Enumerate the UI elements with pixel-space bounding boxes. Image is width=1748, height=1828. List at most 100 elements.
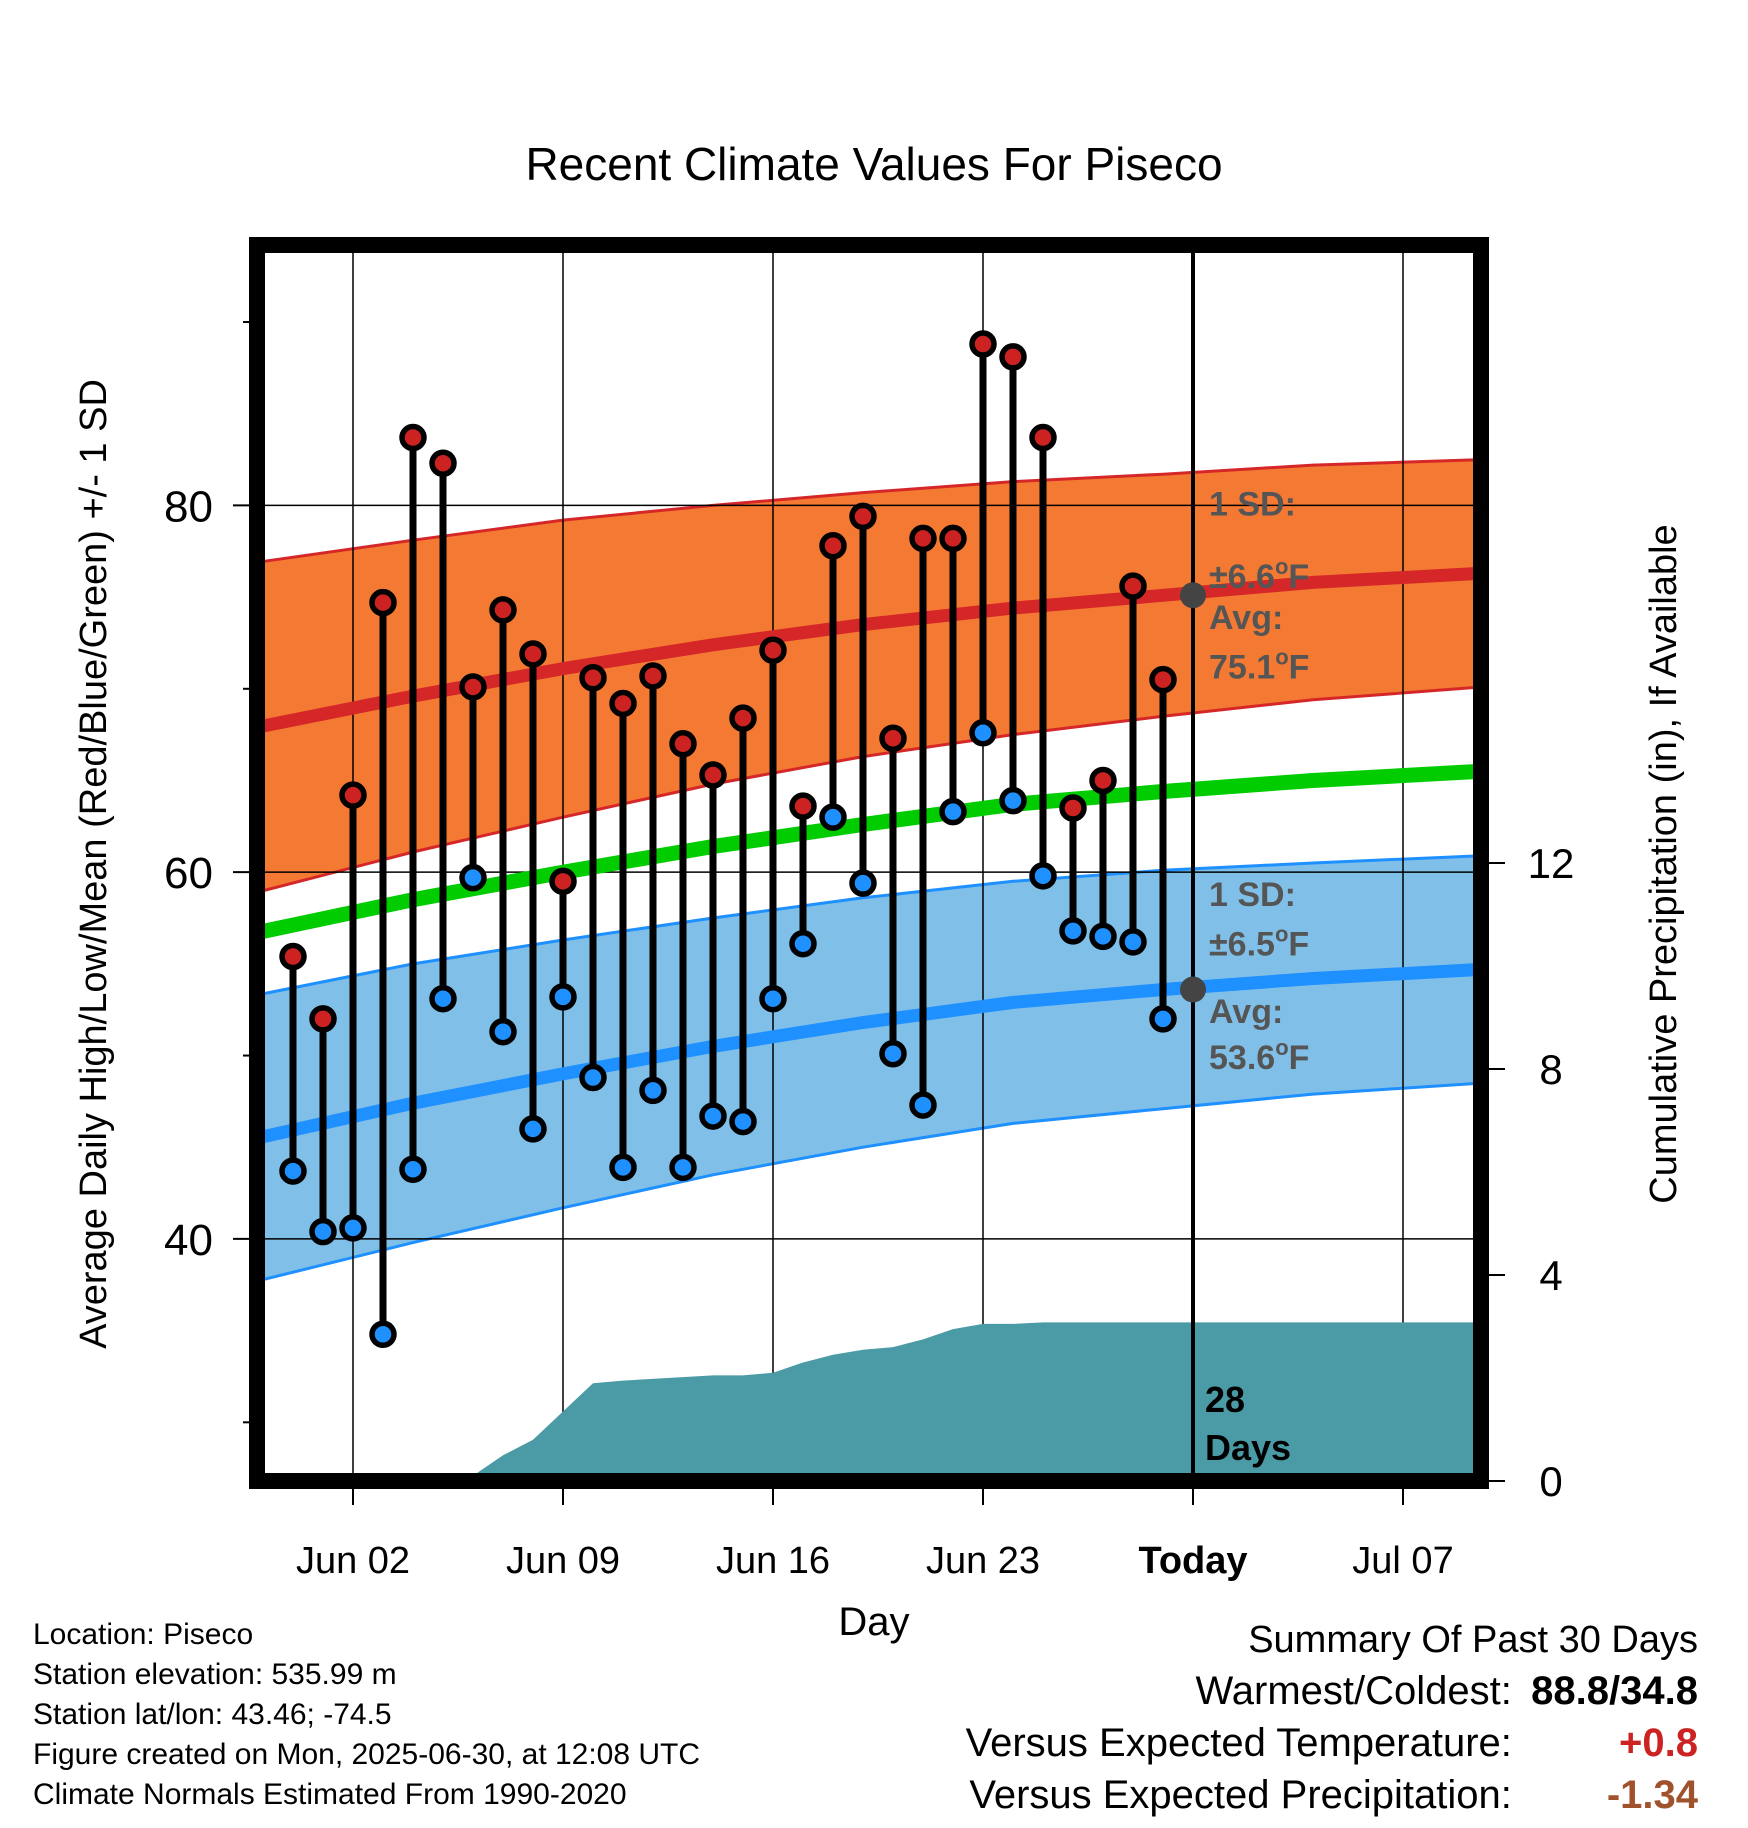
low-sd-label: 1 SD: — [1209, 876, 1296, 914]
low-temp-point — [519, 1115, 547, 1143]
y-left-tick-label: 40 — [164, 1216, 213, 1265]
high-temp-point — [1029, 423, 1057, 452]
y-left-tick-label: 60 — [164, 849, 213, 898]
low-temp-point — [369, 1320, 397, 1349]
x-tick-label: Jun 16 — [716, 1540, 830, 1582]
high-sd-upper-edge — [256, 458, 1482, 564]
summary-warmest-row: Warmest/Coldest: 88.8/34.8 — [966, 1665, 1699, 1717]
high-temp-point — [789, 792, 817, 820]
axes: 40 60 80 0 4 8 12 Jun 02 Jun 09 Jun 16 Jun 23 Today… — [164, 321, 1575, 1582]
low-temp-point — [1029, 862, 1057, 890]
y-right-tick-label: 0 — [1539, 1458, 1562, 1505]
low-temp-point — [549, 983, 577, 1011]
y-left-tick-label: 80 — [164, 482, 213, 531]
low-sd-lower-edge — [256, 1081, 1482, 1283]
low-temp-point — [1119, 928, 1147, 956]
high-temp-point — [729, 704, 757, 732]
station-info: Location: Piseco Station elevation: 535.… — [33, 1615, 700, 1815]
high-temp-point — [489, 596, 517, 624]
high-temp-point — [339, 781, 367, 809]
x-tick-label: Jun 23 — [926, 1540, 1040, 1582]
low-temp-point — [459, 863, 487, 892]
low-temp-point — [309, 1217, 337, 1246]
high-temp-point — [939, 524, 967, 553]
high-temp-point — [639, 662, 667, 690]
info-location: Location: Piseco — [33, 1618, 254, 1651]
high-avg-today-marker — [1180, 582, 1206, 609]
summary-panel: Summary Of Past 30 Days Warmest/Coldest:… — [966, 1615, 1698, 1821]
high-temp-point — [669, 730, 697, 758]
high-temp-point — [759, 636, 787, 665]
summary-warmest-label: Warmest/Coldest: — [1195, 1669, 1512, 1713]
high-temp-point — [1059, 794, 1087, 822]
low-temp-point — [999, 786, 1027, 815]
high-temp-point — [969, 330, 997, 358]
high-temp-point — [909, 524, 937, 553]
high-temp-point — [429, 449, 457, 477]
x-axis-label: Day — [838, 1600, 909, 1644]
info-created: Figure created on Mon, 2025-06-30, at 12… — [33, 1738, 701, 1771]
low-temp-point — [909, 1091, 937, 1119]
high-temp-point — [459, 673, 487, 701]
high-temp-point — [309, 1005, 337, 1033]
low-temp-point — [1059, 917, 1087, 945]
y-axis-left-label: Average Daily High/Low/Mean (Red/Blue/Gr… — [73, 379, 115, 1349]
x-tick-label: Today — [1138, 1540, 1247, 1582]
high-temp-point — [1089, 766, 1117, 795]
y-right-tick-label: 12 — [1528, 840, 1575, 887]
summary-temp-value: +0.8 — [1619, 1721, 1698, 1765]
low-temp-point — [399, 1155, 427, 1183]
low-avg-today-marker — [1180, 976, 1206, 1003]
summary-warmest-value: 88.8/34.8 — [1531, 1669, 1698, 1713]
low-avg-label: Avg: — [1209, 993, 1283, 1031]
low-temp-point — [429, 984, 457, 1013]
low-temp-point — [879, 1039, 907, 1068]
summary-precip-label: Versus Expected Precipitation: — [969, 1773, 1512, 1817]
high-temp-point — [699, 761, 727, 789]
summary-temp-label: Versus Expected Temperature: — [965, 1721, 1512, 1765]
x-tick-label: Jun 09 — [506, 1540, 620, 1582]
low-temp-point — [609, 1153, 637, 1182]
low-temp-point — [489, 1017, 517, 1046]
info-elevation: Station elevation: 535.99 m — [33, 1658, 397, 1691]
daily-range-stems — [289, 344, 1167, 1335]
low-temp-point — [789, 929, 817, 958]
low-temp-point — [339, 1214, 367, 1242]
high-temp-point — [609, 689, 637, 718]
high-avg-value: 75.1oF — [1209, 644, 1309, 686]
high-temp-point — [399, 423, 427, 452]
low-temp-point — [759, 984, 787, 1013]
low-avg-line — [255, 962, 1482, 1145]
high-temp-point — [519, 640, 547, 668]
low-temp-point — [1149, 1005, 1177, 1033]
cumulative-precipitation — [293, 1322, 1481, 1481]
low-temp-point — [279, 1157, 307, 1185]
high-temp-point — [879, 724, 907, 753]
high-avg-label: Avg: — [1209, 599, 1283, 637]
high-temp-point — [279, 942, 307, 971]
low-sd-value: ±6.5oF — [1209, 921, 1309, 963]
low-temp-point — [729, 1107, 757, 1136]
info-latlon: Station lat/lon: 43.46; -74.5 — [33, 1698, 392, 1731]
low-temp-point — [669, 1153, 697, 1182]
low-temp-point — [579, 1063, 607, 1092]
summary-temp-row: Versus Expected Temperature: +0.8 — [966, 1717, 1698, 1769]
y-axis-right-label: Cumulative Precipitation (in), If Availa… — [1643, 524, 1685, 1203]
high-temp-point — [819, 531, 847, 560]
days-count-number: 28 — [1205, 1379, 1245, 1420]
low-temp-point — [639, 1076, 667, 1105]
summary-precip-row: Versus Expected Precipitation: -1.34 — [966, 1769, 1698, 1821]
daily-points — [279, 330, 1177, 1349]
summary-precip-value: -1.34 — [1606, 1773, 1698, 1817]
low-temp-point — [819, 803, 847, 831]
x-tick-label: Jul 07 — [1352, 1540, 1453, 1582]
high-temp-point — [1149, 665, 1177, 694]
info-normals: Climate Normals Estimated From 1990-2020 — [33, 1778, 627, 1811]
low-avg-value: 53.6oF — [1209, 1035, 1309, 1077]
x-tick-label: Jun 02 — [296, 1540, 410, 1582]
low-sd-upper-edge — [256, 854, 1482, 997]
high-temp-point — [549, 867, 577, 896]
low-temp-point — [939, 797, 967, 826]
